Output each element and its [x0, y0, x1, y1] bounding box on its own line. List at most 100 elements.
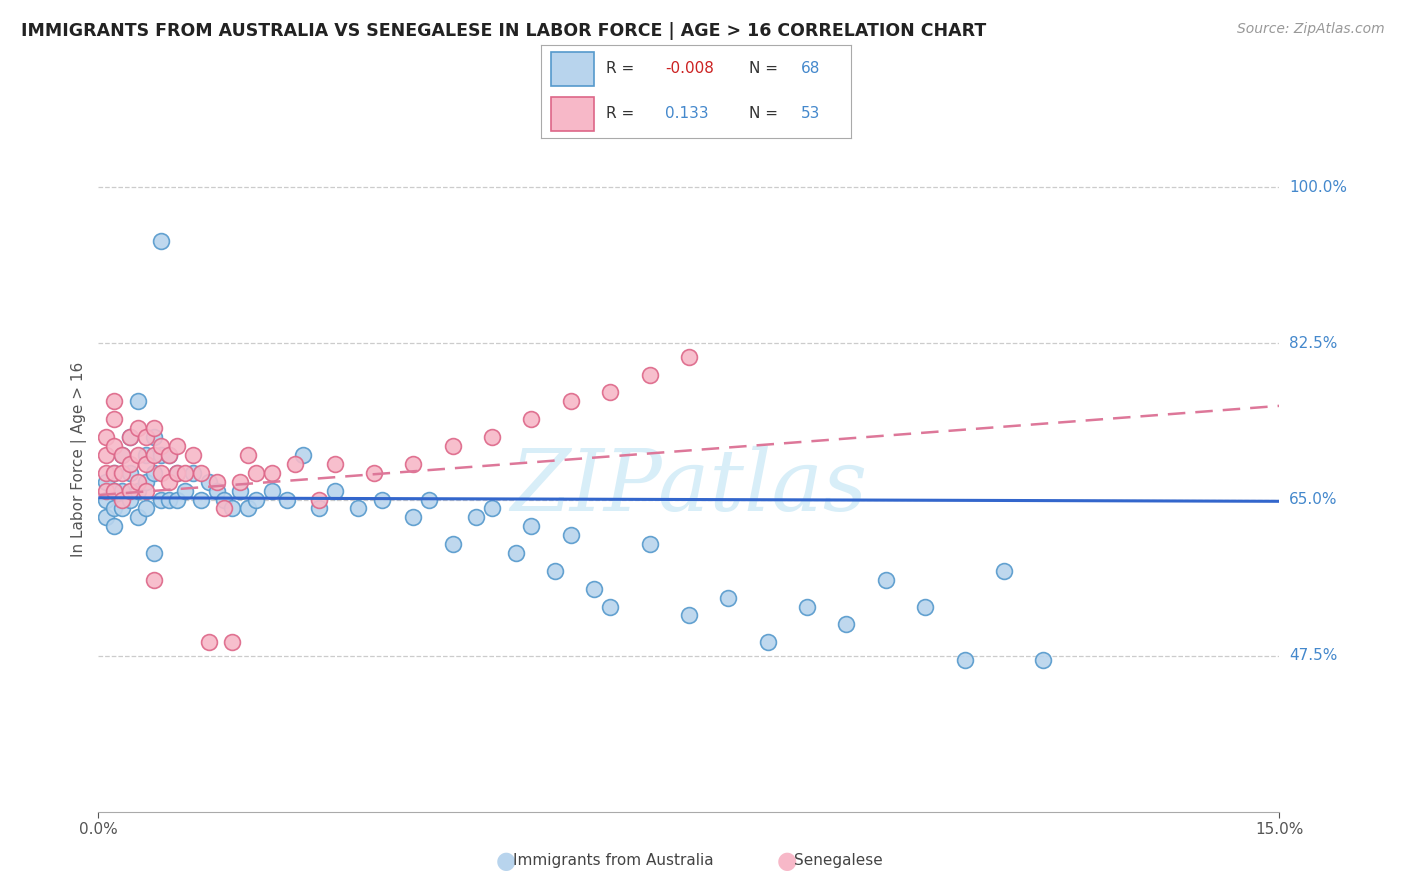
Point [96, 448, 118, 462]
Point [103, 439, 125, 453]
Point [599, 385, 621, 400]
Point [127, 448, 149, 462]
Point [914, 599, 936, 614]
Text: -0.008: -0.008 [665, 62, 714, 77]
Point [142, 430, 165, 444]
Text: 100.0%: 100.0% [1289, 180, 1347, 194]
Point [118, 457, 141, 471]
Point [678, 350, 700, 364]
Point [308, 501, 330, 516]
Point [520, 519, 543, 533]
Text: ●: ● [778, 849, 797, 872]
Point [142, 421, 165, 435]
Point [481, 501, 503, 516]
Point [583, 582, 606, 596]
Point [111, 492, 134, 507]
Point [103, 412, 125, 426]
Text: N =: N = [748, 62, 778, 77]
Text: IMMIGRANTS FROM AUSTRALIA VS SENEGALESE IN LABOR FORCE | AGE > 16 CORRELATION CH: IMMIGRANTS FROM AUSTRALIA VS SENEGALESE … [21, 22, 987, 40]
Point [756, 635, 779, 649]
Point [560, 394, 582, 409]
Point [993, 564, 1015, 578]
Point [1032, 653, 1054, 667]
Point [103, 466, 125, 480]
Point [166, 439, 188, 453]
Text: 82.5%: 82.5% [1289, 336, 1337, 351]
Point [544, 564, 567, 578]
Point [103, 501, 125, 516]
Point [150, 234, 173, 248]
Point [166, 492, 188, 507]
Point [142, 466, 165, 480]
Text: R =: R = [606, 106, 634, 121]
Point [103, 466, 125, 480]
Point [835, 617, 858, 632]
Point [181, 448, 204, 462]
Point [371, 492, 394, 507]
Point [190, 466, 212, 480]
Point [505, 546, 527, 560]
Point [174, 466, 197, 480]
FancyBboxPatch shape [551, 52, 593, 86]
Point [103, 483, 125, 498]
Point [174, 483, 197, 498]
Point [127, 483, 149, 498]
Point [229, 483, 252, 498]
Point [402, 510, 425, 524]
Point [717, 591, 740, 605]
Point [127, 475, 149, 489]
Point [111, 448, 134, 462]
Point [197, 475, 219, 489]
Point [157, 448, 180, 462]
Point [796, 599, 818, 614]
Point [638, 368, 661, 382]
Point [103, 483, 125, 498]
Point [214, 501, 236, 516]
Text: Immigrants from Australia: Immigrants from Australia [513, 854, 714, 868]
Text: Senegalese: Senegalese [794, 854, 883, 868]
Text: R =: R = [606, 62, 634, 77]
Point [96, 510, 118, 524]
Point [96, 475, 118, 489]
Point [103, 519, 125, 533]
Text: 53: 53 [801, 106, 821, 121]
Point [135, 501, 157, 516]
Point [292, 448, 315, 462]
Text: Source: ZipAtlas.com: Source: ZipAtlas.com [1237, 22, 1385, 37]
Point [111, 448, 134, 462]
Point [347, 501, 370, 516]
Point [118, 492, 141, 507]
Point [142, 573, 165, 587]
Point [150, 448, 173, 462]
Point [560, 528, 582, 542]
Point [205, 475, 228, 489]
Point [953, 653, 976, 667]
Text: ●: ● [496, 849, 516, 872]
Point [157, 475, 180, 489]
Point [323, 483, 346, 498]
Text: ZIPatlas: ZIPatlas [510, 446, 868, 529]
Point [96, 492, 118, 507]
Point [418, 492, 440, 507]
Point [111, 501, 134, 516]
Point [402, 457, 425, 471]
Point [96, 483, 118, 498]
Point [875, 573, 897, 587]
Point [135, 448, 157, 462]
Point [245, 492, 267, 507]
Point [323, 457, 346, 471]
Point [127, 421, 149, 435]
Point [127, 510, 149, 524]
Point [118, 430, 141, 444]
Point [284, 457, 307, 471]
Point [135, 430, 157, 444]
Point [118, 483, 141, 498]
FancyBboxPatch shape [551, 97, 593, 131]
Text: 47.5%: 47.5% [1289, 648, 1337, 663]
Point [111, 466, 134, 480]
Point [150, 439, 173, 453]
Point [135, 475, 157, 489]
Point [638, 537, 661, 551]
Point [197, 635, 219, 649]
Point [260, 483, 283, 498]
